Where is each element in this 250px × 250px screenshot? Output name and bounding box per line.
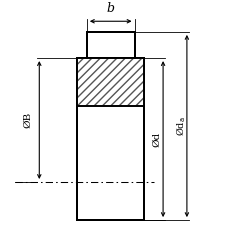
Bar (87, 32, 134, 58)
Text: ØB: ØB (23, 112, 32, 128)
Text: b: b (107, 2, 115, 15)
Bar (78, 58, 144, 106)
Text: Ød: Ød (153, 132, 162, 147)
Bar (78, 58, 144, 220)
Text: Ød$_{\rm a}$: Ød$_{\rm a}$ (174, 116, 188, 136)
